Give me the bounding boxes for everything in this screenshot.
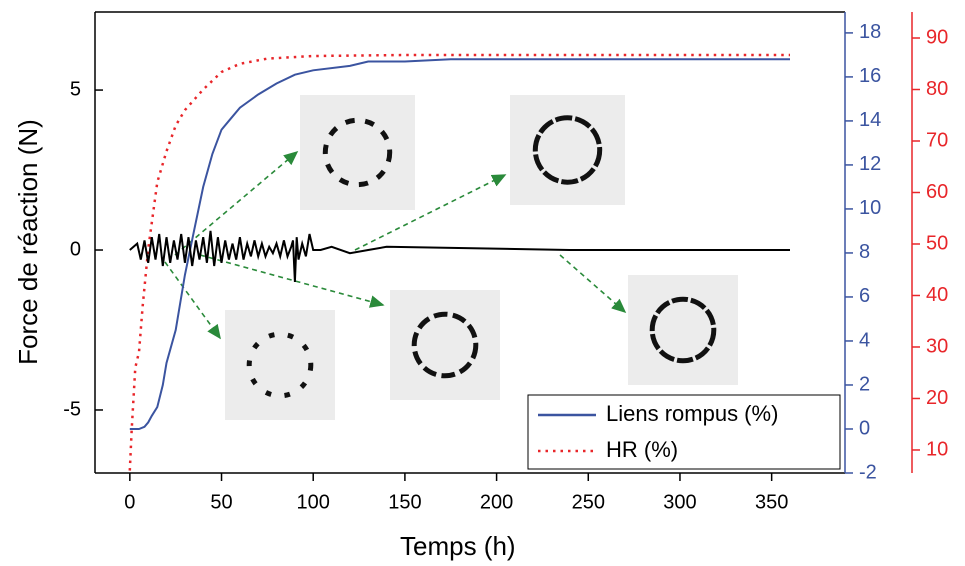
legend-box bbox=[527, 394, 841, 470]
y3-tick-label: 60 bbox=[926, 181, 948, 203]
legend-label: HR (%) bbox=[606, 437, 678, 462]
y3-tick-label: 50 bbox=[926, 232, 948, 254]
series-line bbox=[129, 230, 790, 283]
series-line bbox=[129, 58, 790, 430]
y2-tick-label: 8 bbox=[859, 241, 870, 263]
arrows bbox=[164, 150, 627, 340]
x-tick-label: 300 bbox=[663, 491, 696, 513]
x-tick-label: 350 bbox=[755, 491, 788, 513]
y2-tick-label: 12 bbox=[859, 153, 881, 175]
y2-tick-label: 2 bbox=[859, 373, 870, 395]
inset-crack bbox=[322, 117, 393, 188]
inset-crack bbox=[532, 115, 603, 185]
x-axis-label: Temps (h) bbox=[400, 531, 516, 561]
y3-tick-label: 80 bbox=[926, 78, 948, 100]
x-tick-label: 250 bbox=[572, 491, 605, 513]
y3-tick-label: 70 bbox=[926, 129, 948, 151]
legend-label: Liens rompus (%) bbox=[606, 401, 778, 426]
inset-image bbox=[510, 95, 625, 205]
y-tick-label: 0 bbox=[70, 238, 81, 260]
inset-image bbox=[300, 95, 415, 210]
y-tick-label: 5 bbox=[70, 78, 81, 100]
inset-image bbox=[628, 275, 738, 385]
inset-image bbox=[390, 290, 500, 400]
y2-tick-label: -2 bbox=[859, 461, 877, 483]
x-tick-label: 200 bbox=[480, 491, 513, 513]
inset-crack bbox=[411, 311, 479, 379]
inset-crack bbox=[649, 296, 717, 364]
series-line bbox=[128, 53, 790, 471]
y-axis-label: Force de réaction (N) bbox=[13, 119, 43, 365]
x-tick-label: 150 bbox=[388, 491, 421, 513]
inset-image bbox=[225, 310, 335, 420]
x-tick-label: 100 bbox=[297, 491, 330, 513]
y3-tick-label: 10 bbox=[926, 438, 948, 460]
y3-tick-label: 40 bbox=[926, 284, 948, 306]
insets bbox=[225, 95, 738, 420]
y3-tick-label: 20 bbox=[926, 387, 948, 409]
y3-tick-label: 90 bbox=[926, 26, 948, 48]
y-tick-label: -5 bbox=[63, 398, 81, 420]
y2-tick-label: 18 bbox=[859, 21, 881, 43]
inset-crack bbox=[246, 331, 314, 399]
x-tick-label: 50 bbox=[210, 491, 232, 513]
y2-tick-label: 6 bbox=[859, 285, 870, 307]
y2-tick-label: 10 bbox=[859, 197, 881, 219]
x-tick-label: 0 bbox=[124, 491, 135, 513]
y3-tick-label: 30 bbox=[926, 335, 948, 357]
y2-tick-label: 4 bbox=[859, 329, 870, 351]
y2-tick-label: 14 bbox=[859, 109, 881, 131]
y2-tick-label: 16 bbox=[859, 65, 881, 87]
y2-tick-label: 0 bbox=[859, 417, 870, 439]
